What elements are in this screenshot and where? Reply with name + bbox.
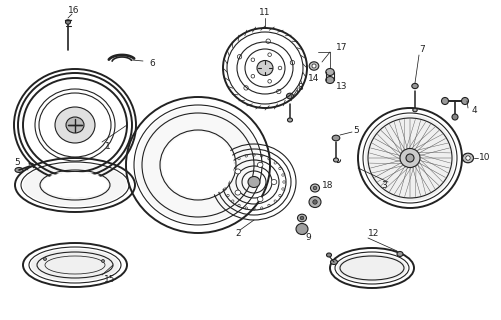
Circle shape xyxy=(313,186,316,190)
Ellipse shape xyxy=(162,132,233,198)
Ellipse shape xyxy=(364,115,454,201)
Ellipse shape xyxy=(257,60,273,76)
Ellipse shape xyxy=(23,164,127,206)
Ellipse shape xyxy=(55,107,95,143)
Ellipse shape xyxy=(136,107,260,223)
Circle shape xyxy=(101,260,104,262)
Text: 10: 10 xyxy=(478,154,490,163)
Ellipse shape xyxy=(257,196,263,202)
Text: 11: 11 xyxy=(259,7,270,17)
Ellipse shape xyxy=(66,117,84,133)
Text: 14: 14 xyxy=(308,74,319,83)
Circle shape xyxy=(44,258,47,260)
Circle shape xyxy=(460,98,467,105)
Text: 16: 16 xyxy=(68,5,80,14)
Ellipse shape xyxy=(330,260,337,265)
Ellipse shape xyxy=(411,84,417,89)
Ellipse shape xyxy=(65,20,70,24)
Text: 9: 9 xyxy=(305,234,310,243)
Ellipse shape xyxy=(42,172,108,198)
Ellipse shape xyxy=(396,252,402,257)
Text: 2: 2 xyxy=(235,229,240,238)
Text: 4: 4 xyxy=(470,106,476,115)
Circle shape xyxy=(405,154,413,162)
Ellipse shape xyxy=(286,93,293,99)
Circle shape xyxy=(465,156,469,160)
Ellipse shape xyxy=(31,249,119,281)
Text: 12: 12 xyxy=(368,229,379,238)
Ellipse shape xyxy=(399,148,419,167)
Text: 3: 3 xyxy=(380,181,386,190)
Ellipse shape xyxy=(333,158,338,162)
Text: 1: 1 xyxy=(105,141,111,150)
Ellipse shape xyxy=(332,135,339,141)
Ellipse shape xyxy=(287,118,292,122)
Ellipse shape xyxy=(247,177,260,188)
Text: 15: 15 xyxy=(104,275,116,284)
Ellipse shape xyxy=(296,223,308,235)
Text: 17: 17 xyxy=(336,44,347,52)
Ellipse shape xyxy=(297,214,306,222)
Ellipse shape xyxy=(271,180,276,185)
Text: 5: 5 xyxy=(14,157,20,166)
Ellipse shape xyxy=(309,196,320,207)
Ellipse shape xyxy=(234,190,240,195)
Text: 6: 6 xyxy=(149,59,155,68)
Ellipse shape xyxy=(326,253,331,257)
Ellipse shape xyxy=(325,68,334,76)
Ellipse shape xyxy=(309,62,318,70)
Circle shape xyxy=(300,216,303,220)
Ellipse shape xyxy=(15,167,23,172)
Ellipse shape xyxy=(461,153,472,163)
Text: 8: 8 xyxy=(297,83,302,92)
Ellipse shape xyxy=(325,76,334,84)
Circle shape xyxy=(312,64,315,68)
Circle shape xyxy=(440,98,447,105)
Text: 13: 13 xyxy=(336,82,347,91)
Ellipse shape xyxy=(336,254,406,282)
Ellipse shape xyxy=(412,108,416,112)
Text: 18: 18 xyxy=(322,180,333,189)
Ellipse shape xyxy=(257,162,263,167)
Circle shape xyxy=(451,114,457,120)
Ellipse shape xyxy=(310,184,319,192)
Circle shape xyxy=(312,200,317,204)
Ellipse shape xyxy=(234,169,240,174)
Text: 5: 5 xyxy=(352,125,358,134)
Text: 7: 7 xyxy=(418,45,424,54)
